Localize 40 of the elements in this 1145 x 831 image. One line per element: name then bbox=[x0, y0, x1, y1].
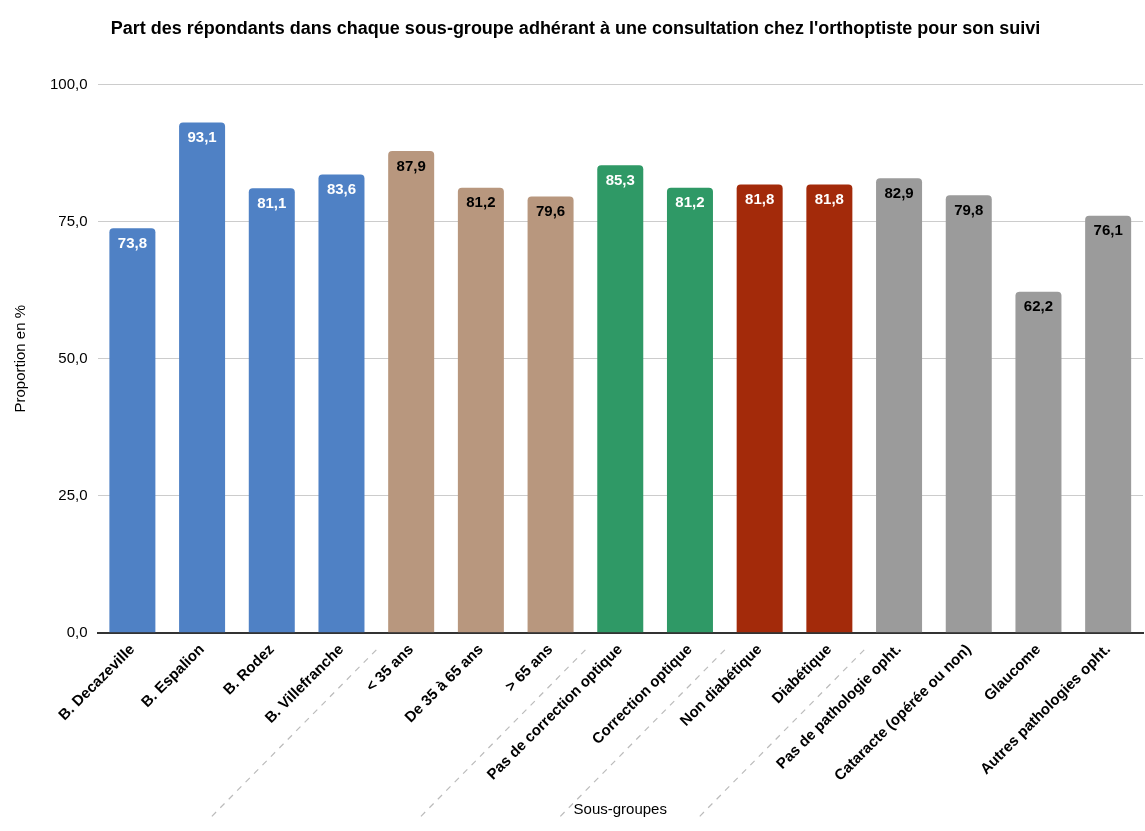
data-label: 79,6 bbox=[535, 202, 566, 220]
data-label: 81,8 bbox=[745, 190, 775, 208]
y-tick-label: 75,0 bbox=[58, 211, 88, 229]
y-tick-label: 100,0 bbox=[49, 74, 88, 92]
y-tick-label: 0,0 bbox=[66, 622, 88, 640]
chart-title: Part des répondants dans chaque sous-groupe adhérant à une consultation chez l'orthoptiste pour son suivi bbox=[110, 17, 1041, 38]
data-label: 79,8 bbox=[954, 200, 984, 218]
bar bbox=[597, 165, 644, 633]
x-tick-label: > 65 ans bbox=[501, 640, 556, 695]
bar bbox=[457, 187, 504, 633]
bar bbox=[179, 122, 226, 633]
data-label: 76,1 bbox=[1093, 221, 1123, 239]
bar bbox=[736, 184, 783, 633]
data-label: 93,1 bbox=[187, 128, 217, 146]
data-label: 83,6 bbox=[326, 180, 357, 198]
bar bbox=[945, 195, 992, 633]
bar bbox=[527, 196, 574, 633]
data-label: 87,9 bbox=[396, 156, 426, 174]
bar bbox=[318, 174, 365, 633]
x-axis-title: Sous-groupes bbox=[573, 800, 667, 818]
data-label: 81,2 bbox=[466, 193, 496, 211]
x-tick-label: < 35 ans bbox=[362, 640, 417, 695]
data-label: 82,9 bbox=[884, 183, 914, 201]
y-tick-label: 25,0 bbox=[58, 485, 88, 503]
bar bbox=[666, 187, 713, 633]
data-label: 81,2 bbox=[675, 193, 705, 211]
bar bbox=[1015, 291, 1062, 633]
data-label: 73,8 bbox=[117, 233, 147, 251]
bar bbox=[1085, 215, 1132, 633]
data-label: 81,1 bbox=[257, 193, 287, 211]
y-tick-label: 50,0 bbox=[58, 348, 88, 366]
bar bbox=[248, 188, 295, 633]
bar bbox=[388, 150, 435, 633]
bar bbox=[109, 228, 156, 633]
bar bbox=[876, 178, 923, 633]
y-axis-title: Proportion en % bbox=[11, 304, 29, 413]
data-label: 85,3 bbox=[605, 170, 635, 188]
bar bbox=[806, 184, 853, 633]
data-label: 81,8 bbox=[814, 190, 844, 208]
data-label: 62,2 bbox=[1023, 297, 1054, 315]
